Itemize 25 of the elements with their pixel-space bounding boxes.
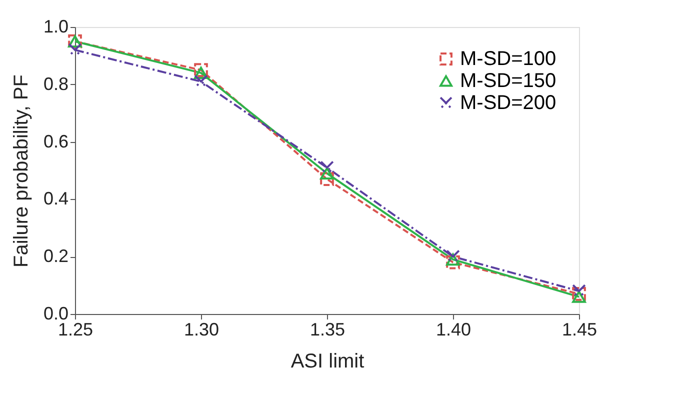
x-axis-title: ASI limit (290, 350, 365, 372)
point (446, 253, 460, 266)
y-axis-title: Failure probability, PF (10, 74, 32, 268)
point (572, 290, 586, 303)
y-tick-label: 0.8 (43, 74, 68, 94)
legend-label: M-SD=200 (460, 92, 556, 114)
y-tick-label: 1.0 (43, 16, 68, 36)
point (446, 255, 460, 270)
legend-label: M-SD=100 (460, 48, 556, 70)
point (320, 172, 334, 186)
point (572, 286, 586, 301)
x-tick-label: 1.40 (436, 320, 472, 340)
x-tick-label: 1.45 (562, 320, 598, 340)
point (194, 66, 208, 80)
x-tick-label: 1.35 (310, 320, 346, 340)
x-tick-label: 1.30 (184, 320, 220, 340)
point (194, 74, 208, 88)
point (194, 63, 208, 77)
point (572, 284, 586, 298)
point (320, 167, 334, 180)
point (68, 43, 82, 57)
y-tick-label: 0.6 (43, 131, 68, 152)
y-tick-label: 0.4 (43, 188, 68, 209)
y-tick-label: 0.2 (43, 246, 68, 266)
legend-label: M-SD=150 (460, 70, 556, 92)
